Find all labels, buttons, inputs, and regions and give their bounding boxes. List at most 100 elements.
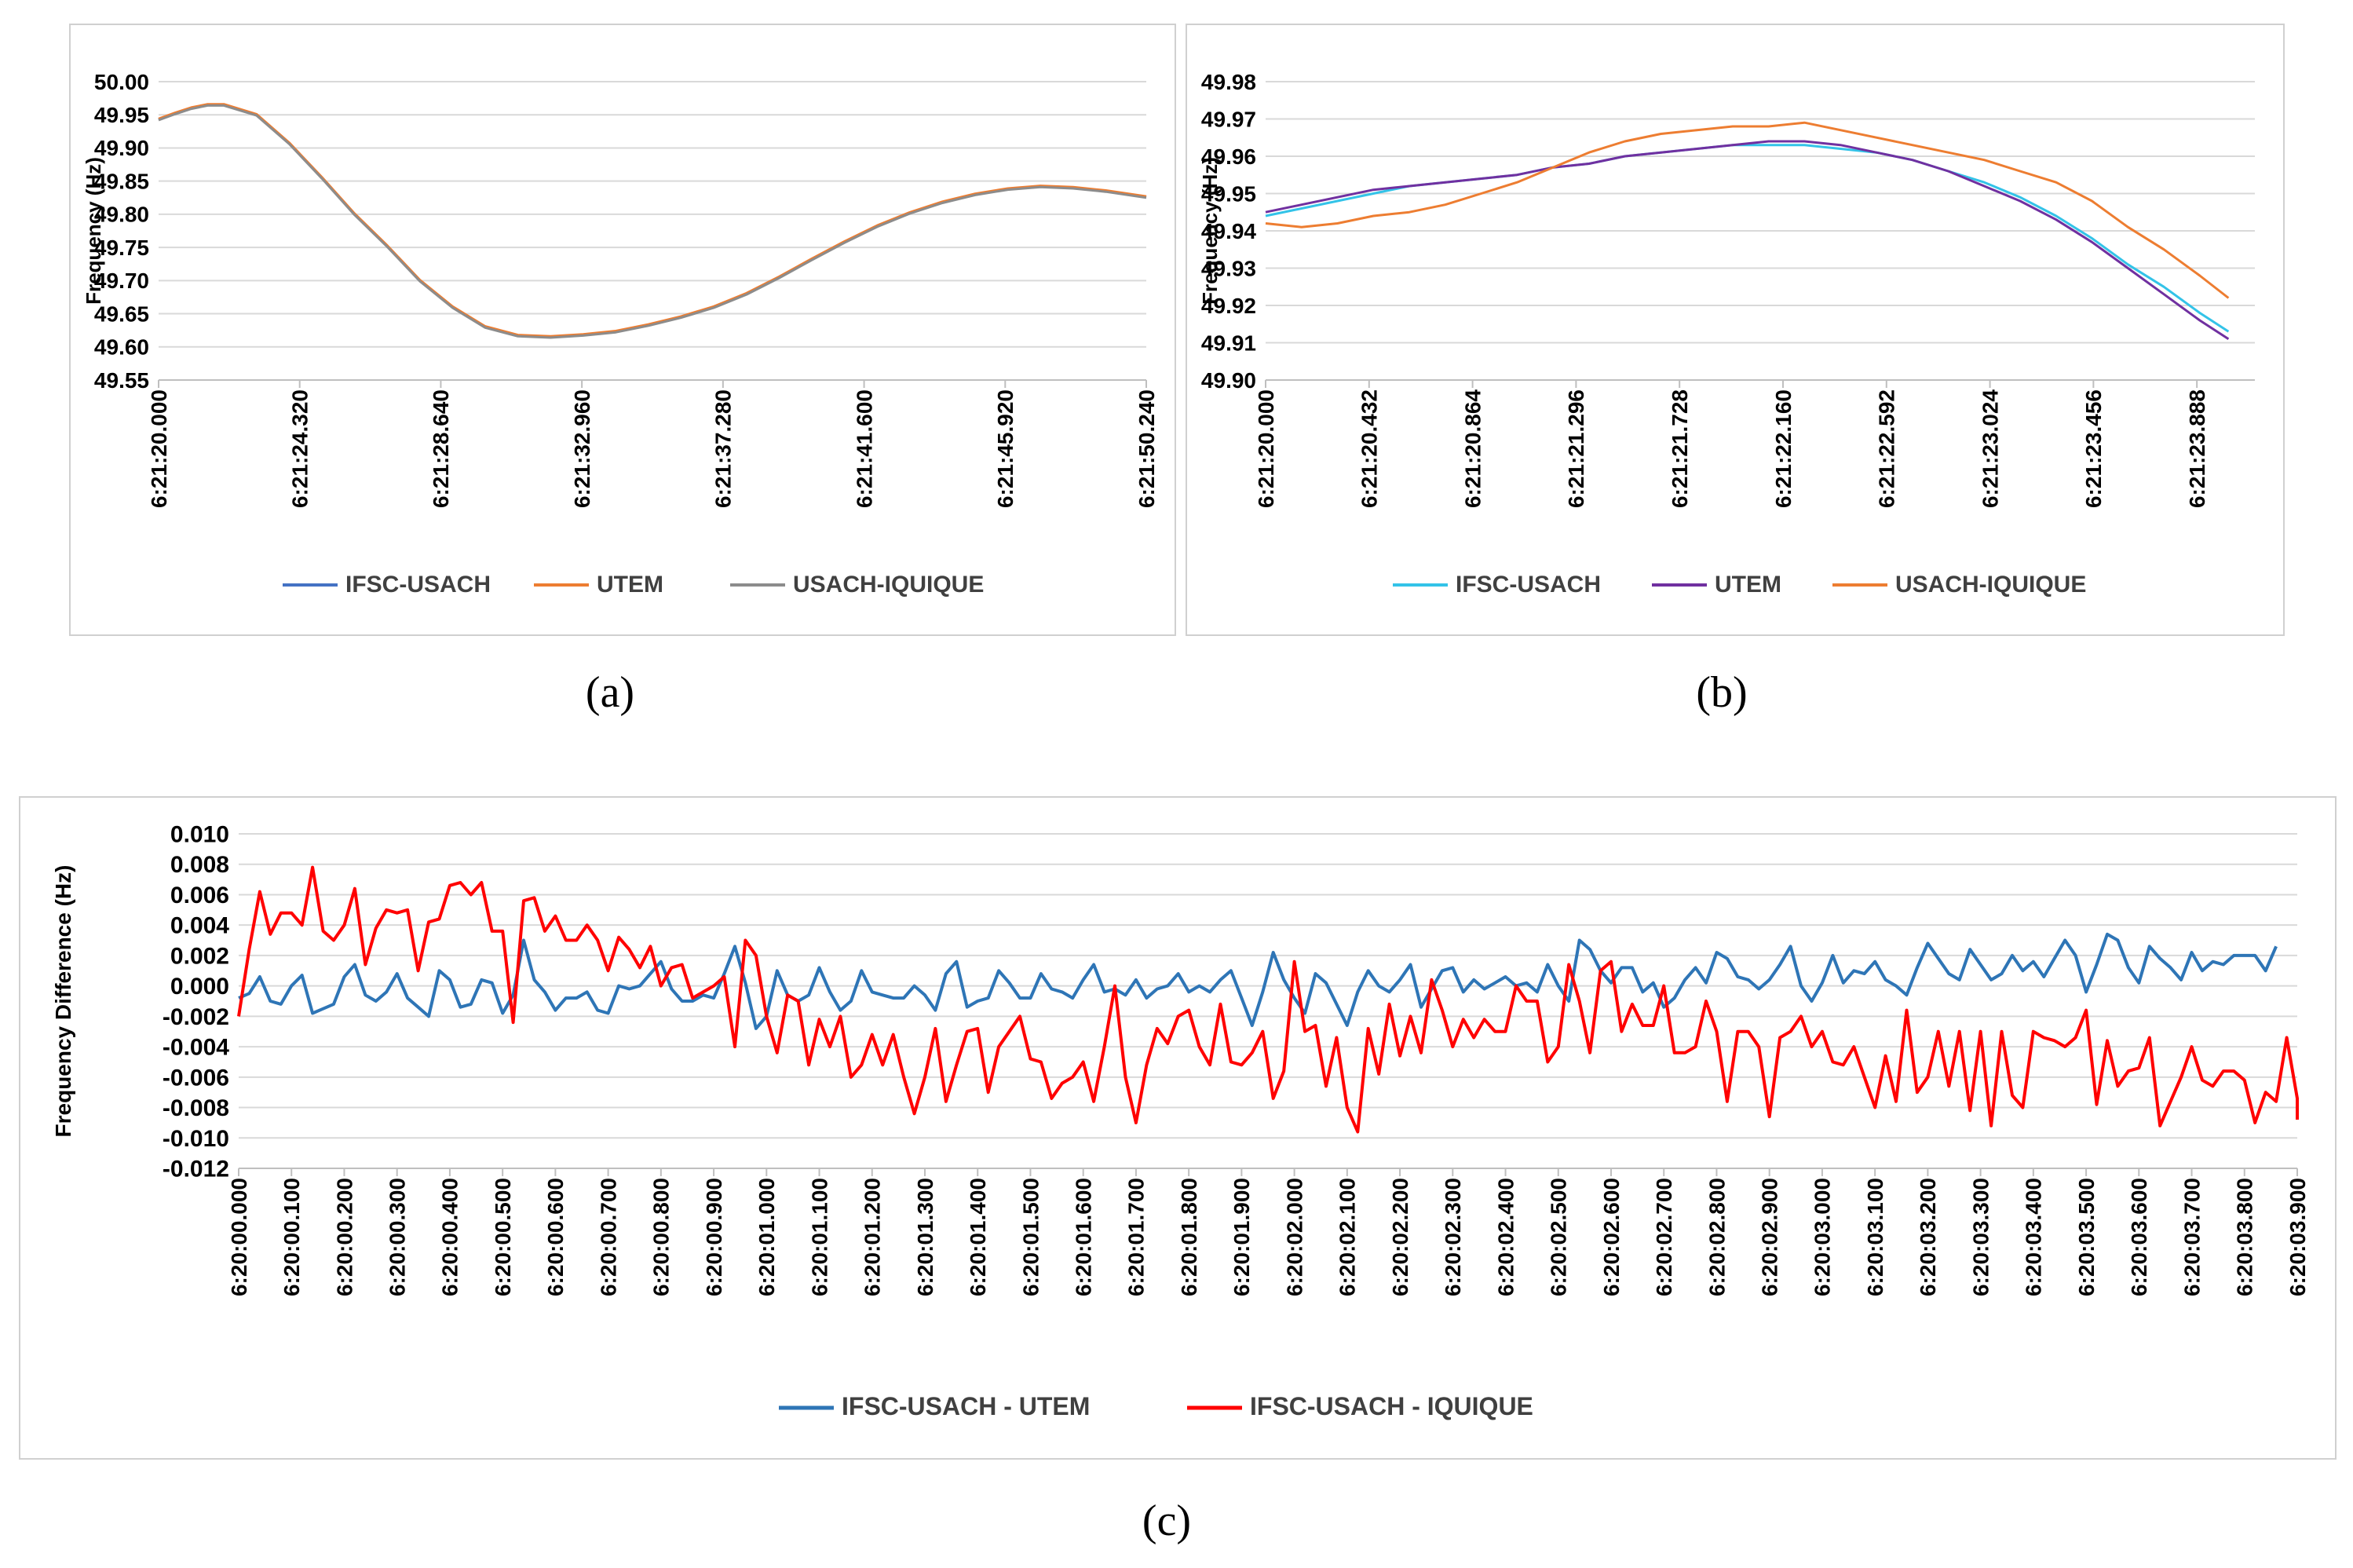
series-line-utem — [1265, 140, 2230, 340]
x-tick-label: 6:21:37.280 — [711, 389, 736, 508]
legend-label: USACH-IQUIQUE — [793, 572, 984, 598]
x-tick-label: 6:20:00.300 — [385, 1178, 409, 1296]
x-tick-label: 6:21:45.920 — [993, 389, 1018, 508]
y-tick-label: 49.94 — [1201, 219, 1256, 243]
y-tick-label: 0.008 — [170, 852, 229, 878]
x-tick-label: 6:20:02.900 — [1757, 1178, 1781, 1296]
y-tick-label: 49.93 — [1201, 256, 1256, 280]
x-tick-label: 6:21:28.640 — [429, 389, 453, 508]
y-tick-label: 50.00 — [94, 70, 149, 94]
x-tick-label: 6:20:03.800 — [2233, 1178, 2257, 1296]
x-tick-label: 6:20:03.000 — [1810, 1178, 1835, 1296]
x-tick-label: 6:20:00.500 — [491, 1178, 515, 1296]
legend-label: USACH-IQUIQUE — [1895, 572, 2086, 598]
x-tick-label: 6:21:22.160 — [1771, 389, 1796, 508]
x-tick-label: 6:20:02.000 — [1282, 1178, 1306, 1296]
series-line-ifsc-usach-iquique — [237, 865, 2299, 1134]
y-tick-label: -0.008 — [163, 1095, 229, 1121]
x-tick-label: 6:20:02.200 — [1388, 1178, 1412, 1296]
y-tick-label: 49.98 — [1201, 70, 1256, 94]
x-tick-label: 6:20:02.400 — [1493, 1178, 1518, 1296]
x-tick-label: 6:20:03.900 — [2285, 1178, 2310, 1296]
y-tick-label: 49.90 — [94, 136, 149, 160]
x-tick-label: 6:20:00.200 — [332, 1178, 356, 1296]
y-tick-label: -0.012 — [163, 1157, 229, 1182]
y-tick-label: -0.002 — [163, 1004, 229, 1030]
caption-b: (b) — [1696, 668, 1748, 717]
series-line-usach-iquique — [158, 104, 1147, 339]
y-axis-label: Frequency Difference (Hz) — [51, 865, 75, 1138]
x-tick-label: 6:21:20.864 — [1460, 389, 1485, 508]
x-tick-label: 6:20:00.600 — [543, 1178, 568, 1296]
x-tick-label: 6:20:02.500 — [1547, 1178, 1571, 1296]
y-tick-label: 0.010 — [170, 822, 229, 848]
y-tick-label: 49.85 — [94, 169, 149, 193]
x-tick-label: 6:20:00.400 — [438, 1178, 462, 1296]
series-line-ifsc-usach-utem — [238, 932, 2278, 1030]
legend-label: UTEM — [1715, 572, 1781, 598]
y-tick-label: 49.70 — [94, 269, 149, 293]
x-tick-label: 6:21:23.888 — [2185, 389, 2209, 508]
x-tick-label: 6:20:03.100 — [1863, 1178, 1887, 1296]
x-tick-label: 6:20:02.300 — [1441, 1178, 1465, 1296]
x-tick-label: 6:20:01.300 — [913, 1178, 937, 1296]
x-tick-label: 6:21:32.960 — [570, 389, 594, 508]
x-tick-label: 6:20:00.000 — [227, 1178, 251, 1296]
y-tick-label: 49.55 — [94, 368, 149, 393]
x-tick-label: 6:21:22.592 — [1875, 389, 1899, 508]
x-tick-label: 6:20:01.600 — [1071, 1178, 1095, 1296]
series-line-ifsc-usach — [158, 104, 1147, 338]
x-tick-label: 6:21:23.456 — [2081, 389, 2106, 508]
y-tick-label: 0.006 — [170, 883, 229, 908]
x-tick-label: 6:20:03.600 — [2127, 1178, 2151, 1296]
x-tick-label: 6:20:01.100 — [807, 1178, 831, 1296]
y-tick-label: 49.95 — [1201, 181, 1256, 206]
panel-a-chart: 49.55 49.60 49.65 49.70 49.75 49.80 49.85 49.90… — [69, 24, 1176, 636]
x-tick-label: 6:20:03.700 — [2179, 1178, 2204, 1296]
y-tick-label: 49.65 — [94, 302, 149, 326]
x-tick-label: 6:21:21.728 — [1668, 389, 1692, 508]
legend-label: IFSC-USACH - UTEM — [842, 1392, 1090, 1420]
y-tick-label: -0.006 — [163, 1065, 229, 1091]
panel-b-chart: 49.90 49.91 49.92 49.93 49.94 49.95 49.96 49.97… — [1186, 24, 2285, 636]
x-tick-label: 6:20:02.600 — [1599, 1178, 1624, 1296]
legend-label: IFSC-USACH - IQUIQUE — [1250, 1392, 1533, 1420]
x-tick-label: 6:20:03.200 — [1916, 1178, 1940, 1296]
x-tick-label: 6:21:20.000 — [147, 389, 171, 508]
y-tick-label: 49.80 — [94, 203, 149, 227]
x-tick-label: 6:21:50.240 — [1134, 389, 1159, 508]
y-tick-label: 0.000 — [170, 974, 229, 1000]
y-tick-label: -0.004 — [163, 1035, 229, 1061]
x-tick-label: 6:20:02.700 — [1652, 1178, 1676, 1296]
x-tick-label: 6:20:01.000 — [754, 1178, 779, 1296]
x-tick-label: 6:21:24.320 — [288, 389, 312, 508]
y-axis-label: Frequency (Hz) — [1198, 157, 1222, 305]
x-tick-label: 6:21:20.000 — [1254, 389, 1278, 508]
x-tick-label: 6:21:23.024 — [1978, 389, 2002, 508]
y-tick-label: 49.96 — [1201, 144, 1256, 169]
x-tick-label: 6:20:00.800 — [649, 1178, 674, 1296]
x-tick-label: 6:20:00.100 — [280, 1178, 304, 1296]
y-tick-label: -0.010 — [163, 1126, 229, 1152]
y-tick-label: 49.90 — [1201, 368, 1256, 393]
caption-c: (c) — [1142, 1497, 1192, 1545]
series-line-usach-iquique — [1265, 121, 2230, 299]
series-line-utem — [158, 103, 1147, 338]
y-tick-label: 49.92 — [1201, 294, 1256, 318]
chart-a-svg: 49.55 49.60 49.65 49.70 49.75 49.80 49.85 49.90… — [82, 70, 1159, 598]
y-tick-label: 49.91 — [1201, 331, 1256, 355]
y-tick-label: 49.60 — [94, 335, 149, 360]
x-tick-label: 6:20:01.200 — [860, 1178, 885, 1296]
legend-label: UTEM — [597, 572, 663, 598]
x-tick-label: 6:20:03.400 — [2022, 1178, 2046, 1296]
chart-c-svg: -0.012 -0.010 -0.008 -0.006 -0.004 -0.002 0.00… — [51, 822, 2310, 1421]
x-tick-label: 6:20:03.300 — [1968, 1178, 1993, 1296]
x-tick-label: 6:20:00.900 — [702, 1178, 726, 1296]
x-tick-label: 6:20:01.500 — [1018, 1178, 1043, 1296]
y-tick-label: 49.95 — [94, 103, 149, 127]
x-tick-label: 6:20:02.800 — [1704, 1178, 1729, 1296]
x-tick-label: 6:21:21.296 — [1564, 389, 1588, 508]
x-tick-label: 6:20:01.800 — [1177, 1178, 1201, 1296]
y-tick-label: 0.002 — [170, 943, 229, 969]
